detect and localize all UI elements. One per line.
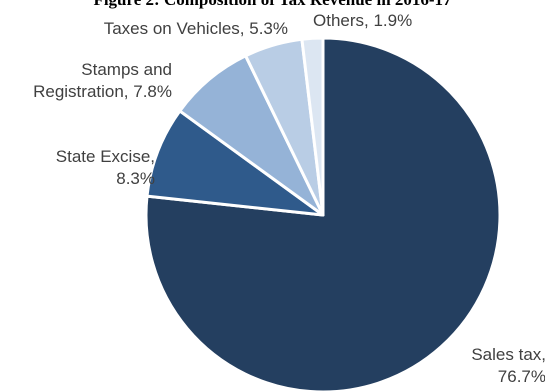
slice-label-line: Sales tax, xyxy=(471,345,545,364)
slice-label-line: Stamps and xyxy=(81,60,172,79)
slice-label-line: Registration, 7.8% xyxy=(33,82,172,101)
pie-slice-state-excise xyxy=(145,109,325,217)
slice-label-taxes-on-vehicles: Taxes on Vehicles, 5.3% xyxy=(104,19,288,38)
chart-title: Figure 2: Composition of Tax Revenue in … xyxy=(0,0,545,10)
slice-label-stamps-and-registration: Stamps and Registration, 7.8% xyxy=(33,60,172,101)
pie-slice-others xyxy=(300,36,325,217)
slice-label-state-excise: State Excise, 8.3% xyxy=(56,147,155,188)
slice-label-line: 76.7% xyxy=(498,367,545,386)
slice-label-line: Taxes on Vehicles, 5.3% xyxy=(104,19,288,38)
slice-label-line: Others, 1.9% xyxy=(313,11,412,30)
slice-label-line: 8.3% xyxy=(116,169,155,188)
slice-label-line: State Excise, xyxy=(56,147,155,166)
slice-label-others: Others, 1.9% xyxy=(313,11,412,30)
slice-label-sales-tax: Sales tax, 76.7% xyxy=(471,345,545,386)
